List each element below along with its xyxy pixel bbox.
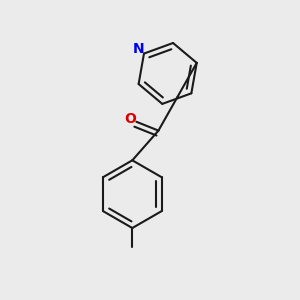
- Text: O: O: [124, 112, 136, 126]
- Text: N: N: [133, 42, 145, 56]
